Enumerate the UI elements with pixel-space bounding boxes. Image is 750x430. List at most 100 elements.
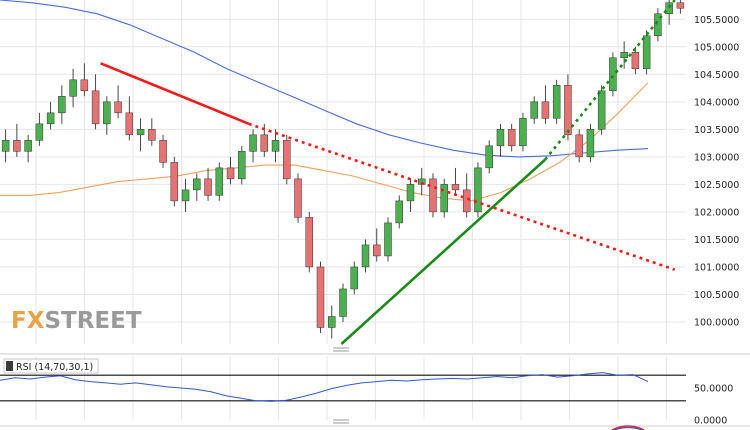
candle	[496, 123, 505, 157]
candle-body	[586, 129, 595, 158]
rsi-panel: 50.0000 0.0000	[0, 356, 733, 427]
bottom-indicator-peek	[611, 425, 645, 430]
candle-body	[136, 129, 145, 136]
candle	[586, 123, 595, 163]
candle	[294, 173, 302, 223]
candle	[541, 85, 550, 124]
candle-body	[316, 266, 325, 328]
price-tick-label: 100.5000	[694, 290, 739, 301]
candle	[249, 129, 257, 163]
candle-body	[80, 79, 89, 92]
candle-body	[575, 134, 583, 158]
candle	[215, 162, 224, 201]
rsi-label-box[interactable]: RSI (14,70,30,1)	[3, 358, 99, 374]
price-tick-label: 104.0000	[694, 97, 739, 108]
candle-body	[429, 178, 437, 213]
candle-body	[361, 244, 370, 268]
main-rsi-splitter[interactable]	[333, 347, 349, 352]
candle-body	[305, 217, 313, 268]
support-trendline[interactable]	[340, 0, 676, 345]
sma-blue-path	[0, 0, 649, 158]
candle	[170, 156, 179, 207]
sma-orange-line	[0, 82, 649, 202]
candle-body	[620, 52, 628, 59]
candle	[271, 129, 280, 163]
candle-body	[496, 129, 505, 147]
candle	[46, 101, 55, 130]
candle-body	[148, 129, 156, 141]
candle-body	[451, 184, 460, 191]
candle-body	[339, 288, 347, 317]
candle-body	[485, 145, 493, 169]
candle-body	[24, 140, 32, 152]
candle-body	[440, 184, 448, 213]
candle-body	[271, 140, 280, 152]
rsi-bottom-splitter[interactable]	[333, 419, 349, 424]
candle	[148, 118, 156, 146]
candle-body	[1, 140, 10, 152]
candle-body	[665, 2, 673, 15]
candle	[339, 283, 347, 322]
candle	[125, 96, 134, 141]
candle	[654, 8, 662, 42]
candle	[665, 0, 673, 25]
candle-body	[238, 151, 246, 180]
candle-body	[204, 178, 212, 196]
price-tick-label: 102.5000	[694, 180, 739, 191]
sma-orange-path	[0, 82, 649, 202]
price-tick-label: 100.0000	[694, 317, 739, 328]
candle	[642, 30, 651, 75]
candle	[530, 96, 538, 124]
candle	[226, 156, 235, 185]
candle-body	[46, 112, 55, 125]
candle	[474, 162, 482, 218]
candle-body	[395, 200, 403, 224]
price-tick-label: 101.0000	[694, 262, 739, 273]
candle-body	[384, 222, 392, 257]
candle-body	[215, 167, 224, 196]
candle-body	[654, 13, 662, 37]
candle	[676, 0, 685, 14]
candle	[283, 134, 291, 185]
candle	[1, 129, 10, 163]
trendline-solid	[340, 158, 547, 345]
candle-body	[69, 79, 77, 97]
candle-body	[170, 162, 179, 202]
candle	[620, 41, 628, 69]
candle-body	[609, 57, 617, 92]
candle	[305, 211, 313, 273]
candle	[575, 129, 583, 163]
price-tick-label: 103.5000	[694, 125, 739, 136]
candlestick-series	[1, 0, 685, 339]
candle	[384, 217, 392, 262]
candle	[552, 79, 561, 124]
candle	[429, 173, 437, 218]
candle-body	[91, 90, 100, 125]
sma-blue-line	[0, 0, 649, 158]
candle-body	[181, 189, 190, 202]
candle	[451, 167, 460, 196]
candle	[361, 239, 370, 273]
resistance-trendline[interactable]	[100, 62, 676, 271]
candle	[91, 74, 100, 130]
candle	[507, 123, 516, 152]
candle	[103, 96, 111, 135]
candle-body	[35, 123, 44, 141]
candle	[395, 195, 403, 229]
candle	[80, 63, 89, 97]
candle	[631, 46, 640, 75]
price-tick-label: 105.0000	[694, 42, 739, 53]
candle-body	[507, 129, 516, 147]
candle-body	[541, 101, 550, 119]
candle-body	[597, 90, 606, 130]
candle-body	[58, 96, 66, 114]
candle	[406, 178, 415, 212]
candle	[316, 261, 325, 333]
candle-body	[462, 189, 471, 213]
candle	[350, 261, 358, 295]
candle	[609, 52, 617, 97]
price-tick-label: 102.0000	[694, 207, 739, 218]
candle-body	[283, 140, 291, 180]
candle-body	[13, 140, 21, 152]
